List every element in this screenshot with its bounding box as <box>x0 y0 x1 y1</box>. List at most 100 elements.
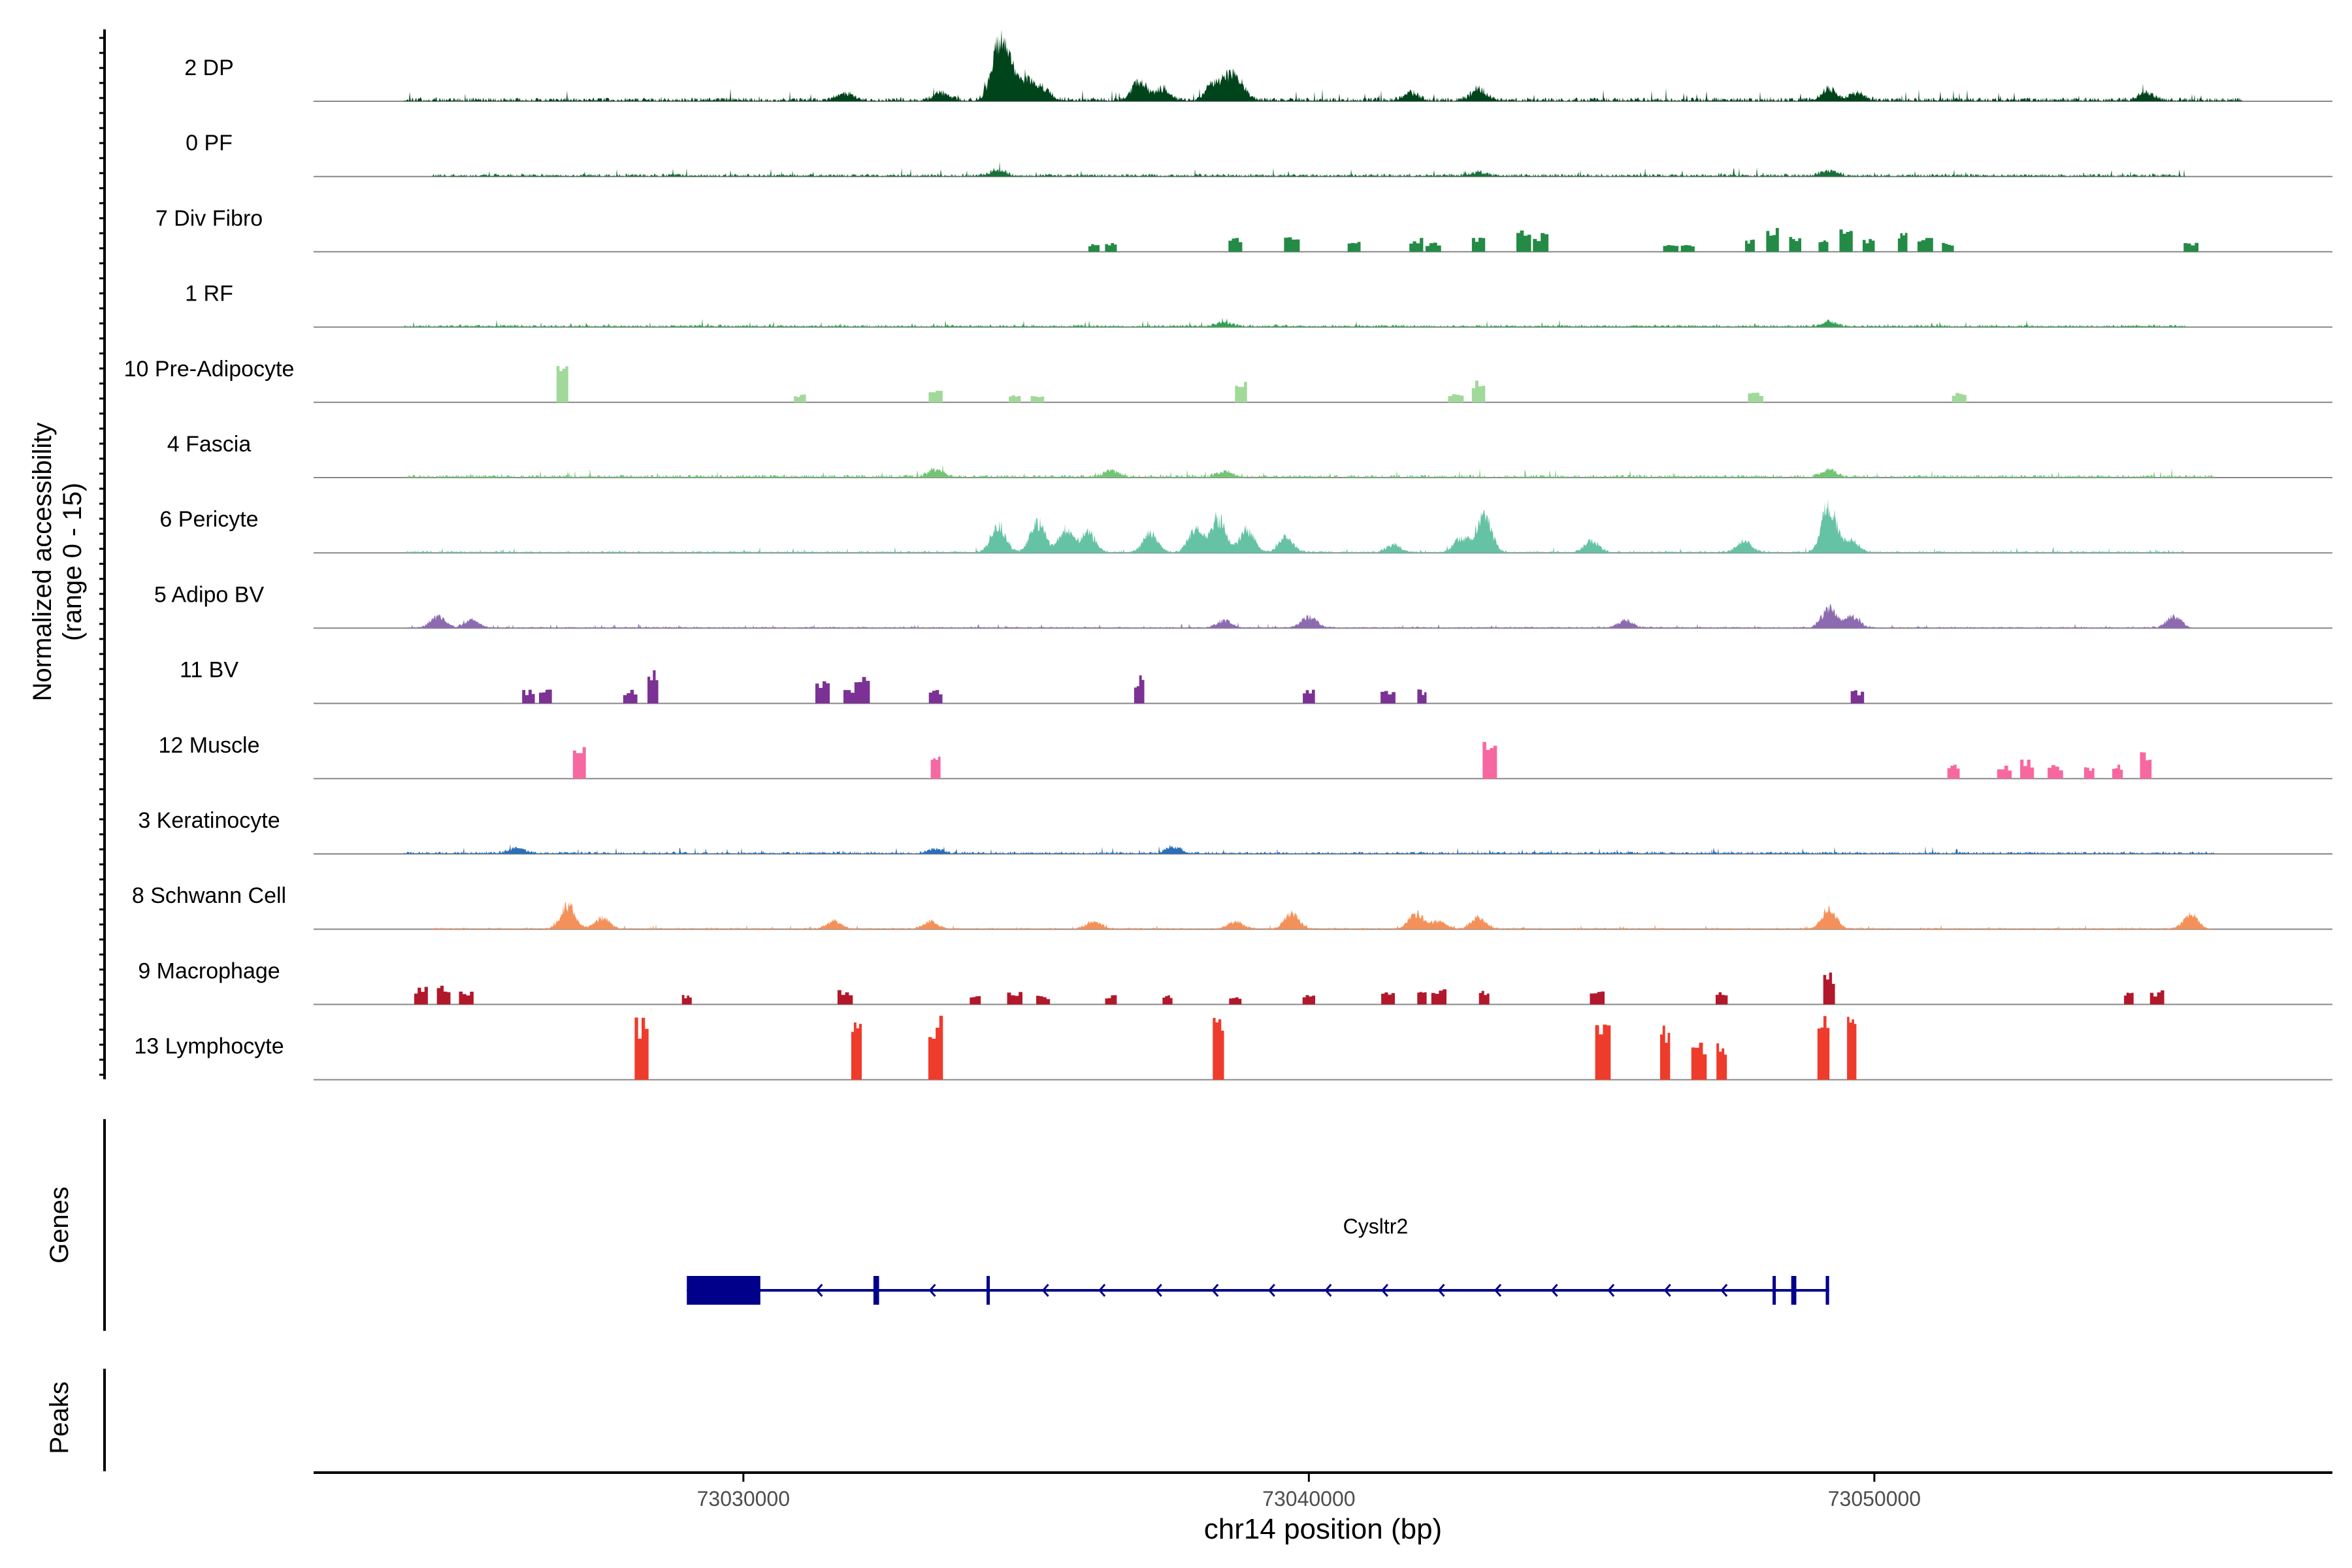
track-peak-bar <box>1590 991 1605 1005</box>
tracks: 2 DP 0 PF 7 Div Fibro 1 RF 10 Pre-Adipocyte 4… <box>124 29 2332 1081</box>
gene-strand-arrow <box>1098 1284 1106 1297</box>
track-peak <box>1745 239 1755 252</box>
track-3: 7 Div Fibro <box>155 206 2332 253</box>
track-peak-bar <box>1105 243 1117 252</box>
track-peak <box>1213 1018 1224 1080</box>
track-peak-bar <box>815 681 830 704</box>
track-peak-bar <box>1417 689 1427 704</box>
track-peak-bar <box>1533 233 1549 252</box>
track-peak-bar <box>794 394 806 402</box>
track-peak <box>1917 238 1933 252</box>
track-peak-bar <box>1897 233 1908 252</box>
track-label: 5 Adipo BV <box>154 582 265 607</box>
gene-strand-arrow <box>1211 1284 1219 1297</box>
track-peak-bar <box>1105 995 1117 1005</box>
gene-exon <box>1772 1276 1776 1305</box>
track-peak <box>1007 992 1022 1005</box>
track-peak <box>681 994 692 1005</box>
track-peak-bar <box>1471 237 1486 252</box>
gene-strand-arrow <box>1380 1284 1389 1297</box>
track-peak <box>1663 245 1679 252</box>
track-peak <box>1228 238 1243 252</box>
gene-strand-arrow <box>1663 1284 1671 1297</box>
track-peak-bar <box>1347 242 1361 252</box>
track-peak <box>1303 689 1315 704</box>
track-signal-area <box>314 844 2332 854</box>
track-peak <box>794 394 806 402</box>
track-peak <box>539 689 552 704</box>
track-signal-area <box>314 604 2332 629</box>
track-peak <box>854 677 870 704</box>
track-9: 11 BV <box>180 658 2332 704</box>
track-label: 10 Pre-Adipocyte <box>124 357 295 382</box>
x-axis-tick-label: 73030000 <box>697 1487 790 1511</box>
track-peak <box>2048 765 2063 779</box>
gene-strand-arrow <box>1267 1284 1275 1297</box>
track-peak-bar <box>1663 245 1679 252</box>
track-peak-bar <box>1134 675 1145 704</box>
track-peak <box>634 1017 649 1080</box>
gene-strand-arrow <box>1041 1284 1049 1297</box>
track-peak <box>1691 1043 1707 1080</box>
track-peak <box>1595 1024 1611 1080</box>
track-peak <box>1162 995 1173 1005</box>
track-peak-bar <box>1088 244 1100 252</box>
track-7: 6 Pericyte <box>159 498 2332 554</box>
track-peak <box>1425 242 1441 252</box>
track-peak <box>1850 690 1865 704</box>
track-peak <box>1590 991 1605 1005</box>
track-peak <box>928 690 943 704</box>
track-peak <box>2183 242 2198 252</box>
track-peak <box>1660 1025 1671 1080</box>
track-peak <box>2112 764 2123 779</box>
track-peak <box>930 757 941 779</box>
track-signal-area <box>314 465 2332 478</box>
gene-exon <box>1825 1276 1829 1305</box>
track-peak <box>928 1015 943 1080</box>
track-peak-bar <box>1716 992 1728 1005</box>
track-peak-bar <box>436 985 451 1005</box>
track-peak-bar <box>930 757 941 779</box>
track-peak <box>1817 1016 1830 1080</box>
track-peak <box>2124 992 2134 1005</box>
track-peak-bar <box>1823 972 1835 1005</box>
track-peak <box>1897 233 1908 252</box>
track-peak-bar <box>1431 989 1446 1005</box>
track-peak-bar <box>1229 997 1242 1005</box>
track-label: 6 Pericyte <box>159 507 258 532</box>
track-peak <box>647 670 659 704</box>
track-label: 4 Fascia <box>167 432 252 457</box>
gene-strand-arrow <box>1550 1284 1558 1297</box>
y-axis-ticks <box>99 37 105 1076</box>
track-peak-bar <box>1997 766 2012 779</box>
track-peak-bar <box>1380 691 1396 704</box>
track-peak-bar <box>414 987 428 1005</box>
track-peak-bar <box>970 996 981 1005</box>
track-peak-bar <box>1009 395 1021 402</box>
track-6: 4 Fascia <box>167 432 2332 478</box>
gene-strand-arrow <box>1154 1284 1162 1297</box>
track-peak <box>1036 996 1051 1005</box>
track-peak <box>1471 380 1486 402</box>
track-peak <box>2083 767 2095 779</box>
track-peak-bar <box>1007 992 1022 1005</box>
track-peak-bar <box>1235 382 1247 402</box>
genes-track-label: Genes <box>45 1186 74 1264</box>
track-12: 8 Schwann Cell <box>132 883 2332 930</box>
track-peak-bar <box>1847 1017 1857 1080</box>
track-peak-bar <box>2140 752 2152 779</box>
track-peak <box>2149 990 2164 1005</box>
gene-strand-arrow <box>928 1284 936 1297</box>
track-peak-bar <box>539 689 552 704</box>
track-peak <box>1818 240 1829 252</box>
gene-exon <box>1791 1276 1797 1305</box>
track-peak <box>522 689 535 704</box>
track-peak-bar <box>851 1022 862 1080</box>
track-label: 12 Muscle <box>159 733 260 758</box>
track-peak-bar <box>623 689 638 704</box>
x-axis-tick-label: 73050000 <box>1828 1487 1921 1511</box>
track-peak <box>1847 1017 1857 1080</box>
track-signal-area <box>314 317 2332 327</box>
track-peak-bar <box>1691 1043 1707 1080</box>
track-peak <box>1789 237 1801 252</box>
